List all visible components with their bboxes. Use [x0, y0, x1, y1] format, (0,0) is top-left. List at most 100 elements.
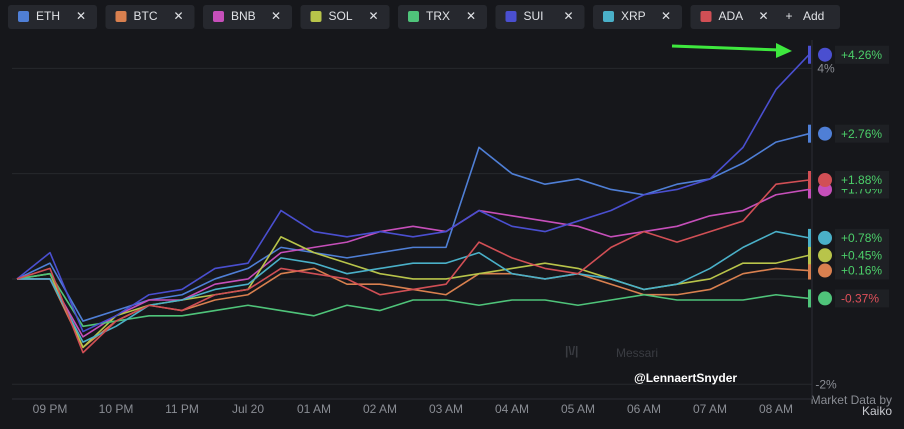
add-label[interactable]: Add	[803, 9, 824, 23]
x-tick-label: 04 AM	[495, 402, 529, 416]
chip-bg[interactable]	[690, 5, 780, 29]
x-tick-label: 08 AM	[759, 402, 793, 416]
credit: Market Data by	[811, 393, 892, 407]
add-button[interactable]: + Add	[768, 5, 840, 29]
legend-swatch	[408, 11, 419, 22]
remove-icon[interactable]: ✕	[563, 9, 573, 23]
end-marker	[808, 289, 811, 308]
end-marker	[808, 228, 811, 247]
x-tick-label: 11 PM	[165, 402, 199, 416]
x-tick-label: 07 AM	[693, 402, 727, 416]
end-label-bg	[835, 261, 889, 280]
coin-icon	[818, 47, 832, 62]
x-tick-label: 03 AM	[429, 402, 463, 416]
remove-icon[interactable]: ✕	[271, 9, 281, 23]
end-label-bg	[835, 246, 889, 265]
legend-swatch	[603, 11, 614, 22]
handle: @LennaertSnyder	[634, 371, 737, 385]
x-tick-label: 02 AM	[363, 402, 397, 416]
legend-swatch	[115, 11, 127, 22]
legend-swatch	[213, 11, 224, 22]
series-line	[17, 188, 810, 338]
y-tick-label: -2%	[815, 377, 837, 391]
legend-chip[interactable]: BNB ✕	[203, 5, 292, 29]
end-marker	[808, 261, 811, 280]
x-tick-label: 01 AM	[297, 402, 331, 416]
end-label: +1.88%	[841, 173, 882, 187]
coin-icon	[818, 173, 832, 187]
chip-bg[interactable]	[593, 5, 682, 29]
end-marker	[808, 246, 811, 265]
remove-icon[interactable]: ✕	[173, 9, 183, 23]
remove-icon[interactable]: ✕	[758, 9, 768, 23]
add-icon[interactable]: +	[785, 9, 792, 23]
legend-label: SOL	[329, 9, 353, 23]
end-label-bg	[835, 228, 889, 247]
remove-icon[interactable]: ✕	[368, 9, 378, 23]
end-label: +0.16%	[841, 264, 882, 278]
legend-label: BTC	[134, 9, 158, 23]
watermark: Messari	[616, 346, 658, 360]
x-tick-label: 05 AM	[561, 402, 595, 416]
chip-bg[interactable]	[105, 5, 195, 29]
chip-bg[interactable]	[8, 5, 97, 29]
legend-label: XRP	[621, 9, 646, 23]
end-marker	[808, 180, 811, 199]
legend-chip[interactable]: SOL ✕	[300, 5, 390, 29]
add-chip[interactable]	[768, 5, 840, 29]
end-label-bg	[835, 124, 889, 143]
end-marker	[808, 171, 811, 189]
legend-label: ETH	[36, 9, 60, 23]
legend-chip[interactable]: ADA ✕	[690, 5, 780, 29]
x-tick-label: 06 AM	[627, 402, 661, 416]
legend-chip[interactable]: SUI ✕	[495, 5, 585, 29]
legend-swatch	[700, 11, 712, 22]
chip-bg[interactable]	[300, 5, 390, 29]
end-label: +2.76%	[841, 127, 882, 141]
coin-icon	[818, 230, 832, 245]
x-tick-label: 09 PM	[33, 402, 68, 416]
end-marker	[808, 45, 811, 64]
arrow-head	[776, 43, 792, 58]
chip-bg[interactable]	[203, 5, 292, 29]
remove-icon[interactable]: ✕	[466, 9, 476, 23]
end-label: -0.37%	[841, 292, 879, 306]
arrow	[671, 44, 781, 52]
chip-bg[interactable]	[495, 5, 585, 29]
coin-icon	[818, 291, 832, 306]
end-label-bg	[835, 289, 889, 308]
coin-icon	[818, 263, 832, 278]
legend-chip[interactable]: BTC ✕	[105, 5, 195, 29]
legend-chip[interactable]: ETH ✕	[8, 5, 97, 29]
end-label-bg	[835, 45, 889, 64]
provider: Kaiko	[862, 404, 892, 418]
watermark-logo: |\/|	[565, 344, 578, 358]
legend-label: ADA	[719, 9, 744, 23]
chip-bg[interactable]	[398, 5, 487, 29]
legend-chip[interactable]: TRX ✕	[398, 5, 487, 29]
end-marker	[808, 124, 811, 143]
legend-swatch	[310, 11, 322, 22]
x-tick-label: Jul 20	[232, 402, 264, 416]
series-line	[16, 179, 810, 354]
legend-swatch	[18, 11, 29, 22]
x-tick-label: 10 PM	[99, 402, 134, 416]
legend-label: BNB	[231, 9, 256, 23]
legend-label: SUI	[524, 9, 544, 23]
end-label: +0.45%	[841, 248, 882, 262]
series-line	[16, 272, 810, 328]
legend-label: TRX	[426, 9, 450, 23]
legend-swatch	[505, 11, 517, 22]
legend-chip[interactable]: XRP ✕	[593, 5, 682, 29]
end-label: +0.78%	[841, 231, 882, 245]
coin-icon	[818, 248, 832, 263]
series-line	[16, 54, 810, 333]
y-tick-label: 4%	[817, 62, 835, 76]
end-label-bg	[835, 171, 889, 189]
end-label: +4.26%	[841, 48, 882, 62]
remove-icon[interactable]: ✕	[661, 9, 671, 23]
remove-icon[interactable]: ✕	[76, 9, 86, 23]
